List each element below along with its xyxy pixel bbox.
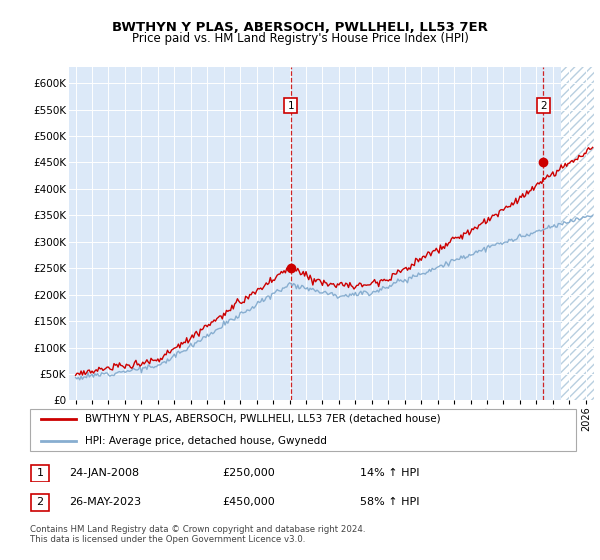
- Text: 24-JAN-2008: 24-JAN-2008: [69, 468, 139, 478]
- Text: 14% ↑ HPI: 14% ↑ HPI: [360, 468, 419, 478]
- Bar: [561, 67, 594, 400]
- Text: Price paid vs. HM Land Registry's House Price Index (HPI): Price paid vs. HM Land Registry's House …: [131, 32, 469, 45]
- Text: 1: 1: [37, 468, 43, 478]
- Text: 26-MAY-2023: 26-MAY-2023: [69, 497, 141, 507]
- Text: 2: 2: [540, 100, 547, 110]
- Text: 2: 2: [37, 497, 43, 507]
- Text: HPI: Average price, detached house, Gwynedd: HPI: Average price, detached house, Gwyn…: [85, 436, 326, 446]
- Text: 1: 1: [287, 100, 294, 110]
- Bar: [561, 67, 594, 400]
- Text: 58% ↑ HPI: 58% ↑ HPI: [360, 497, 419, 507]
- Text: Contains HM Land Registry data © Crown copyright and database right 2024.
This d: Contains HM Land Registry data © Crown c…: [30, 525, 365, 544]
- Text: BWTHYN Y PLAS, ABERSOCH, PWLLHELI, LL53 7ER: BWTHYN Y PLAS, ABERSOCH, PWLLHELI, LL53 …: [112, 21, 488, 34]
- Text: BWTHYN Y PLAS, ABERSOCH, PWLLHELI, LL53 7ER (detached house): BWTHYN Y PLAS, ABERSOCH, PWLLHELI, LL53 …: [85, 414, 440, 424]
- Text: £250,000: £250,000: [222, 468, 275, 478]
- Text: £450,000: £450,000: [222, 497, 275, 507]
